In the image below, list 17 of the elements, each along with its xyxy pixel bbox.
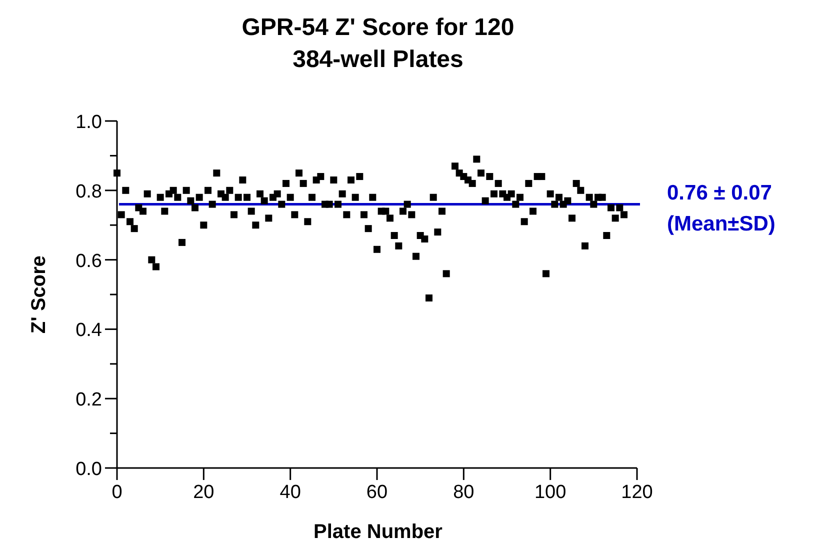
y-tick-label: 0.8 bbox=[76, 181, 102, 202]
y-tick-label: 0.4 bbox=[76, 320, 102, 342]
y-tick-label: 0.6 bbox=[76, 250, 102, 272]
x-axis-title: Plate Number bbox=[314, 521, 443, 543]
y-tick-label: 1.0 bbox=[76, 112, 102, 133]
y-axis-title: Z' Score bbox=[28, 255, 50, 334]
ref-line-label: 0.76 ± 0.07 (Mean±SD) bbox=[667, 181, 776, 236]
x-tick-label: 100 bbox=[534, 482, 566, 503]
x-tick-label: 20 bbox=[193, 482, 214, 503]
x-tick-label: 120 bbox=[621, 482, 653, 503]
x-tick-label: 40 bbox=[280, 482, 301, 503]
y-tick-label: 0.0 bbox=[76, 459, 102, 480]
x-tick-label: 80 bbox=[453, 482, 474, 503]
x-tick-label: 0 bbox=[112, 482, 122, 503]
y-tick-label: 0.2 bbox=[76, 390, 102, 411]
chart-title: GPR-54 Z' Score for 120 384-well Plates bbox=[242, 14, 514, 73]
x-tick-label: 60 bbox=[366, 482, 388, 503]
